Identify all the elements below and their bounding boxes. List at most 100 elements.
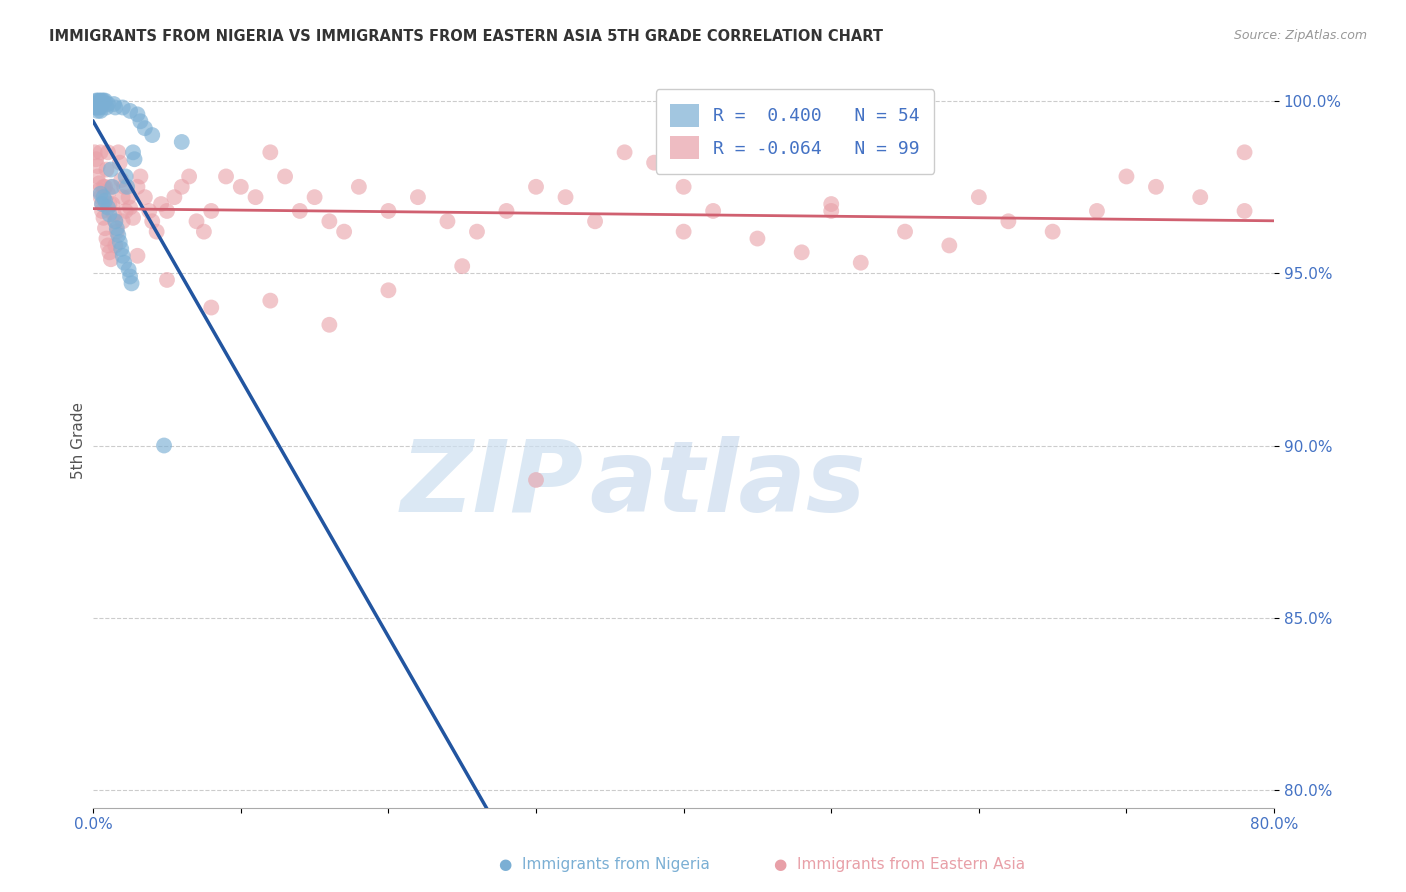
Point <box>91 97 114 112</box>
Point <box>84 97 107 112</box>
Point <box>104 214 127 228</box>
Point <box>672 225 695 239</box>
Point <box>318 318 340 332</box>
Point <box>1233 203 1256 218</box>
Point <box>105 221 128 235</box>
Point <box>820 203 842 218</box>
Point <box>127 179 149 194</box>
Point <box>90 100 112 114</box>
Point <box>98 245 121 260</box>
Point <box>702 203 724 218</box>
Point <box>86 103 108 118</box>
Point <box>94 194 117 208</box>
Point <box>134 121 156 136</box>
Point <box>141 128 163 142</box>
Point <box>94 94 117 108</box>
Point <box>141 214 163 228</box>
Point <box>193 225 215 239</box>
Point <box>117 190 139 204</box>
Point <box>114 203 136 218</box>
Point <box>894 225 917 239</box>
Point <box>259 293 281 308</box>
Point <box>97 201 120 215</box>
Point <box>170 135 193 149</box>
Point <box>108 235 131 249</box>
Point <box>111 190 134 204</box>
Point <box>98 207 121 221</box>
Point <box>672 179 695 194</box>
Point <box>613 145 636 160</box>
Point <box>91 197 114 211</box>
Point <box>97 186 120 201</box>
Point <box>377 203 399 218</box>
Point <box>86 100 108 114</box>
Point <box>110 173 132 187</box>
Point <box>153 438 176 452</box>
Point <box>94 179 117 194</box>
Point <box>90 186 112 201</box>
Text: Source: ZipAtlas.com: Source: ZipAtlas.com <box>1233 29 1367 42</box>
Point <box>967 190 990 204</box>
Point <box>333 225 356 239</box>
Point <box>112 255 135 269</box>
Point <box>1042 225 1064 239</box>
Point <box>93 190 115 204</box>
Point <box>96 162 118 177</box>
Point <box>122 145 145 160</box>
Point <box>101 197 124 211</box>
Point <box>1085 203 1108 218</box>
Point <box>436 214 458 228</box>
Point <box>90 190 112 204</box>
Point <box>406 190 429 204</box>
Point <box>110 242 132 256</box>
Point <box>105 225 128 239</box>
Point <box>104 100 127 114</box>
Point <box>87 94 110 108</box>
Point <box>554 190 576 204</box>
Text: atlas: atlas <box>589 436 866 533</box>
Text: IMMIGRANTS FROM NIGERIA VS IMMIGRANTS FROM EASTERN ASIA 5TH GRADE CORRELATION CH: IMMIGRANTS FROM NIGERIA VS IMMIGRANTS FR… <box>49 29 883 44</box>
Point <box>163 190 186 204</box>
Point <box>107 228 129 243</box>
Point <box>87 177 110 191</box>
Point <box>288 203 311 218</box>
Point <box>93 179 115 194</box>
Point <box>134 190 156 204</box>
Point <box>127 249 149 263</box>
Point <box>120 269 142 284</box>
Point <box>90 97 112 112</box>
Point <box>127 107 149 121</box>
Point <box>150 197 173 211</box>
Point <box>111 100 134 114</box>
Point <box>1115 169 1137 184</box>
Point <box>524 179 547 194</box>
Point <box>87 97 110 112</box>
Legend: R =  0.400   N = 54, R = -0.064   N = 99: R = 0.400 N = 54, R = -0.064 N = 99 <box>655 89 935 174</box>
Point <box>96 100 118 114</box>
Point <box>245 190 267 204</box>
Point <box>451 259 474 273</box>
Point <box>111 214 134 228</box>
Point <box>304 190 326 204</box>
Point <box>87 183 110 197</box>
Point <box>229 179 252 194</box>
Point <box>84 152 107 166</box>
Point <box>86 94 108 108</box>
Point <box>100 162 122 177</box>
Point <box>524 473 547 487</box>
Text: ●  Immigrants from Nigeria: ● Immigrants from Nigeria <box>499 857 710 872</box>
Point <box>120 103 142 118</box>
Point <box>122 211 145 225</box>
Point <box>108 155 131 169</box>
Text: ●  Immigrants from Eastern Asia: ● Immigrants from Eastern Asia <box>775 857 1025 872</box>
Point <box>583 214 606 228</box>
Point <box>117 262 139 277</box>
Point <box>849 255 872 269</box>
Point <box>100 179 122 194</box>
Point <box>96 231 118 245</box>
Point <box>114 169 136 184</box>
Point <box>90 94 112 108</box>
Point <box>107 145 129 160</box>
Point <box>259 145 281 160</box>
Point <box>84 100 107 114</box>
